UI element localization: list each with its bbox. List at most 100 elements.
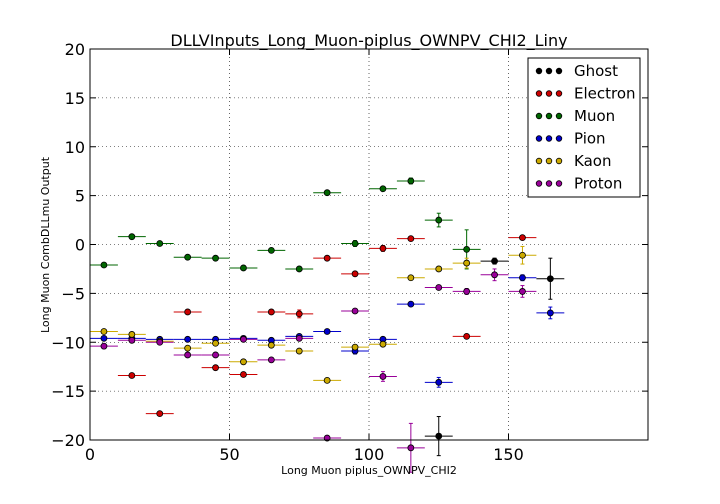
y-tick-label: −10 xyxy=(51,333,85,352)
legend-item-muon: Muon xyxy=(535,107,615,125)
kaon-point xyxy=(173,344,202,352)
legend-marker xyxy=(535,180,543,187)
kaon-point xyxy=(117,331,146,338)
series-proton xyxy=(90,268,537,473)
legend-marker xyxy=(555,67,563,75)
legend-item-proton: Proton xyxy=(535,175,622,193)
electron-point xyxy=(229,371,258,378)
proton-point xyxy=(341,307,369,315)
y-axis-title: Long Muon CombDLLmu Output xyxy=(39,156,52,333)
legend-label: Electron xyxy=(574,85,636,103)
muon-point xyxy=(313,189,342,197)
pion-point xyxy=(369,335,397,343)
x-tick-label: 100 xyxy=(354,445,385,464)
electron-point xyxy=(341,270,369,278)
series-muon xyxy=(90,177,481,273)
legend-label: Pion xyxy=(574,130,606,148)
electron-point xyxy=(396,235,425,243)
proton-point xyxy=(452,287,481,295)
y-tick-label: 0 xyxy=(75,236,85,255)
legend-marker xyxy=(545,180,553,187)
kaon-point xyxy=(424,265,453,273)
legend-marker xyxy=(555,135,563,142)
ghost-point xyxy=(424,416,453,457)
electron-point xyxy=(201,364,230,372)
muon-point xyxy=(117,233,146,241)
legend-marker xyxy=(535,135,543,142)
legend-label: Proton xyxy=(574,175,622,193)
kaon-point xyxy=(452,257,481,269)
series-kaon xyxy=(90,245,537,384)
electron-point xyxy=(508,234,537,242)
legend-marker xyxy=(545,135,553,142)
proton-point xyxy=(117,336,146,344)
x-axis-title: Long Muon piplus_OWNPV_CHI2 xyxy=(281,464,457,477)
electron-point xyxy=(313,254,342,262)
y-tick-label: −20 xyxy=(51,431,85,450)
kaon-point xyxy=(90,328,118,335)
muon-point xyxy=(424,212,453,228)
ghost-point xyxy=(480,257,509,265)
electron-point xyxy=(285,309,314,319)
series-pion xyxy=(90,274,565,388)
series-electron xyxy=(117,234,537,418)
muon-point xyxy=(396,177,425,185)
proton-point xyxy=(285,334,314,342)
electron-point xyxy=(452,332,481,340)
legend-item-kaon: Kaon xyxy=(535,152,611,170)
y-tick-label: −5 xyxy=(61,284,85,303)
muon-point xyxy=(229,264,258,272)
kaon-point xyxy=(341,343,369,351)
legend-marker xyxy=(555,180,563,187)
kaon-point xyxy=(313,376,342,384)
legend-marker xyxy=(555,90,563,97)
kaon-point xyxy=(369,340,397,348)
muon-point xyxy=(369,185,397,193)
muon-point xyxy=(257,246,286,254)
pion-point xyxy=(396,300,425,308)
kaon-point xyxy=(396,274,425,282)
legend-marker xyxy=(535,67,543,75)
muon-point xyxy=(173,253,202,261)
kaon-point xyxy=(508,245,537,265)
legend-label: Muon xyxy=(574,107,615,125)
legend-item-pion: Pion xyxy=(535,130,606,148)
legend-marker xyxy=(535,157,543,165)
kaon-point xyxy=(229,358,258,366)
legend-marker xyxy=(545,90,553,97)
pion-point xyxy=(90,334,118,342)
proton-point xyxy=(424,284,453,291)
legend-marker xyxy=(545,67,553,75)
legend-item-electron: Electron xyxy=(535,85,636,103)
pion-point xyxy=(536,306,565,320)
electron-point xyxy=(145,410,174,418)
proton-point xyxy=(369,371,397,382)
legend-marker xyxy=(535,112,543,120)
y-tick-label: −15 xyxy=(51,382,85,401)
proton-point xyxy=(229,335,258,343)
pion-point xyxy=(313,328,342,335)
series-ghost xyxy=(424,257,565,457)
electron-point xyxy=(369,244,397,252)
electron-point xyxy=(173,308,202,316)
proton-point xyxy=(396,422,425,473)
legend-marker xyxy=(545,112,553,120)
y-tick-label: 20 xyxy=(65,40,85,59)
x-tick-label: 0 xyxy=(85,445,95,464)
kaon-point xyxy=(257,341,286,349)
y-tick-label: 5 xyxy=(75,187,85,206)
x-tick-label: 50 xyxy=(219,445,239,464)
muon-point xyxy=(201,254,230,262)
electron-point xyxy=(117,372,146,379)
legend-label: Kaon xyxy=(574,152,611,170)
y-tick-label: 15 xyxy=(65,89,85,108)
legend-marker xyxy=(545,157,553,165)
legend-item-ghost: Ghost xyxy=(535,62,618,80)
pion-point xyxy=(173,335,202,343)
legend-marker xyxy=(555,157,563,165)
muon-point xyxy=(90,261,118,269)
proton-point xyxy=(145,338,174,346)
proton-point xyxy=(201,351,230,359)
x-tick-label: 150 xyxy=(493,445,524,464)
